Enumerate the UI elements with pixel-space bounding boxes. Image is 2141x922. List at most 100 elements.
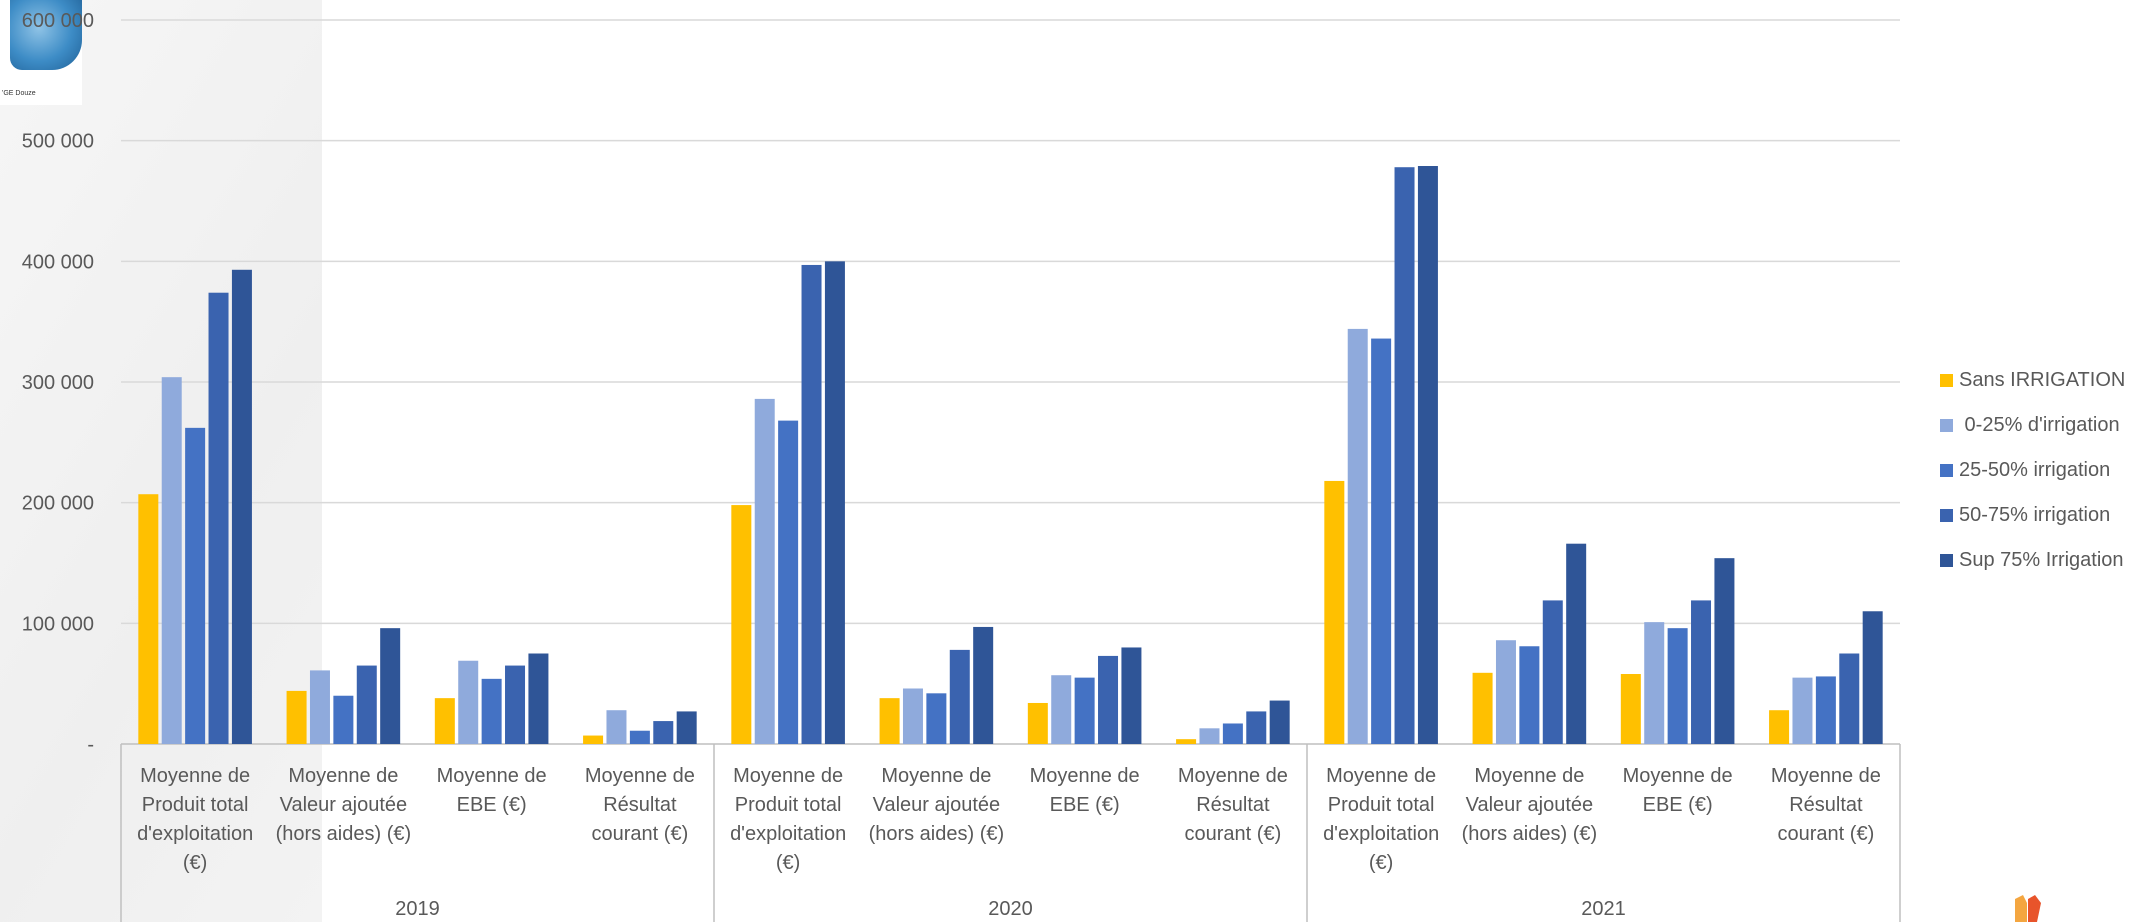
x-group-label: 2020 — [988, 898, 1033, 920]
bar — [606, 710, 627, 744]
bar — [629, 730, 650, 744]
legend-item: Sup 75% Irrigation — [1940, 538, 2125, 583]
x-category-label-line: Moyenne de — [881, 765, 991, 787]
bar — [1269, 700, 1290, 744]
x-category-label-line: Résultat — [603, 794, 677, 816]
x-category-label-line: Produit total — [1328, 794, 1435, 816]
legend-item: 0-25% d'irrigation — [1940, 403, 2125, 448]
x-category-label-line: courant (€) — [592, 823, 689, 845]
bar — [161, 377, 182, 744]
bar — [286, 690, 307, 744]
bar — [1769, 710, 1790, 744]
map-thumbnail: 'GE Douze — [0, 0, 82, 105]
x-category-label-line: EBE (€) — [1643, 794, 1713, 816]
bar — [1792, 677, 1813, 744]
bar — [1176, 739, 1197, 744]
x-group-label: 2021 — [1581, 898, 1626, 920]
bar — [879, 698, 900, 744]
x-category-label-line: courant (€) — [1185, 823, 1282, 845]
brand-logo — [2015, 895, 2041, 922]
bar — [380, 628, 401, 744]
x-group-label: 2019 — [395, 898, 440, 920]
x-category-label-line: Moyenne de — [1030, 765, 1140, 787]
bar — [1620, 674, 1641, 744]
bar — [583, 735, 604, 744]
y-tick-label: 400 000 — [22, 251, 94, 273]
y-tick-label: 200 000 — [22, 493, 94, 515]
bar — [356, 665, 377, 744]
x-category-label-line: Moyenne de — [1178, 765, 1288, 787]
x-category-label: Moyenne de EBE (€) — [437, 765, 547, 816]
bar — [208, 292, 229, 744]
bar — [1347, 328, 1368, 744]
x-category-label-line: Moyenne de — [288, 765, 398, 787]
bar — [1098, 655, 1119, 744]
bar — [1394, 167, 1415, 745]
legend-swatch — [1940, 554, 1953, 567]
x-category-label-line: Résultat — [1196, 794, 1270, 816]
bar — [1051, 675, 1072, 744]
legend-swatch — [1940, 374, 1953, 387]
x-category-label-line: Moyenne de — [585, 765, 695, 787]
x-category-label-line: Valeur ajoutée — [873, 794, 1001, 816]
bar — [1667, 628, 1688, 744]
bar — [1246, 711, 1267, 744]
bar — [1121, 647, 1142, 744]
bar — [333, 695, 354, 744]
map-caption: 'GE Douze — [2, 90, 36, 97]
x-category-label: Moyenne de Produit total d'exploitation (€) — [730, 765, 846, 874]
bar — [731, 505, 752, 744]
x-category-label: Moyenne de Produit total d'exploitation (€) — [1323, 765, 1439, 874]
bar — [902, 688, 923, 744]
x-category-label-line: d'exploitation — [1323, 823, 1439, 845]
bar — [1815, 676, 1836, 744]
bar — [1714, 558, 1735, 744]
bar — [653, 721, 674, 744]
bar — [949, 649, 970, 744]
x-category-label-line: EBE (€) — [457, 794, 527, 816]
x-category-label-line: Moyenne de — [1474, 765, 1584, 787]
legend-swatch — [1940, 509, 1953, 522]
legend-item: 25-50% irrigation — [1940, 448, 2125, 493]
x-category-label: Moyenne de Valeur ajoutée (hors aides) (€) — [1462, 765, 1598, 845]
background-panel — [0, 0, 322, 922]
x-category-label-line: d'exploitation — [730, 823, 846, 845]
x-category-label: Moyenne de Résultat courant (€) — [1771, 765, 1881, 845]
x-category-label: Moyenne de Résultat courant (€) — [1178, 765, 1288, 845]
x-category-label-line: (hors aides) (€) — [869, 823, 1005, 845]
bar — [801, 264, 822, 744]
x-category-label-line: (€) — [183, 852, 207, 874]
legend-label: 50-75% irrigation — [1959, 504, 2111, 526]
x-category-label-line: Moyenne de — [1771, 765, 1881, 787]
x-category-label-line: Moyenne de — [437, 765, 547, 787]
bar — [973, 626, 994, 744]
bar — [1691, 600, 1712, 744]
bar — [1222, 723, 1243, 744]
bar — [1519, 646, 1540, 744]
bar — [1839, 653, 1860, 744]
x-category-label-line: Valeur ajoutée — [280, 794, 408, 816]
bar — [754, 398, 775, 744]
bar — [1027, 702, 1048, 744]
legend-label: 0-25% d'irrigation — [1959, 414, 2120, 436]
bar — [1074, 677, 1095, 744]
x-category-label-line: Moyenne de — [140, 765, 250, 787]
bar — [1417, 166, 1438, 745]
x-category-label-line: courant (€) — [1778, 823, 1875, 845]
legend-label: Sup 75% Irrigation — [1959, 549, 2124, 571]
x-category-label-line: Moyenne de — [1623, 765, 1733, 787]
bar — [1566, 543, 1587, 744]
bar — [434, 698, 455, 744]
legend-swatch — [1940, 419, 1953, 432]
x-category-label-line: EBE (€) — [1050, 794, 1120, 816]
bar — [1472, 672, 1493, 744]
y-tick-label: 500 000 — [22, 131, 94, 153]
x-category-label-line: Produit total — [735, 794, 842, 816]
x-category-label: Moyenne de Valeur ajoutée (hors aides) (€) — [869, 765, 1005, 845]
x-category-label: Moyenne de Résultat courant (€) — [585, 765, 695, 845]
y-tick-label: 300 000 — [22, 372, 94, 394]
x-category-label-line: (hors aides) (€) — [276, 823, 412, 845]
x-category-label: Moyenne de EBE (€) — [1623, 765, 1733, 816]
legend-item: Sans IRRIGATION — [1940, 358, 2125, 403]
